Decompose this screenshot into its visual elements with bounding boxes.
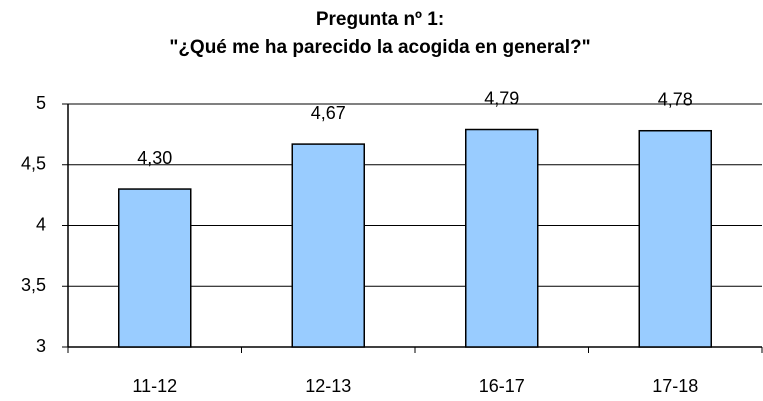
bar — [638, 129, 712, 348]
x-tick-label: 11-12 — [132, 376, 177, 396]
y-tick-label: 4,5 — [21, 154, 46, 174]
data-label: 4,30 — [137, 148, 172, 168]
x-tick-label: 17-18 — [652, 376, 698, 396]
chart-subtitle: "¿Qué me ha parecido la acogida en gener… — [169, 37, 590, 58]
chart-title: Pregunta nº 1: — [316, 9, 444, 30]
data-label: 4,78 — [658, 89, 693, 109]
y-tick-label: 3,5 — [21, 275, 46, 295]
x-tick-label: 16-17 — [479, 376, 525, 396]
bar — [291, 143, 365, 348]
bar — [118, 188, 192, 348]
y-tick-label: 3 — [36, 336, 46, 356]
bar — [465, 128, 539, 348]
data-label: 4,79 — [484, 88, 519, 108]
x-tick-label: 12-13 — [305, 376, 351, 396]
y-tick-label: 5 — [36, 93, 46, 113]
y-tick-label: 4 — [36, 214, 46, 234]
data-label: 4,67 — [311, 103, 346, 123]
